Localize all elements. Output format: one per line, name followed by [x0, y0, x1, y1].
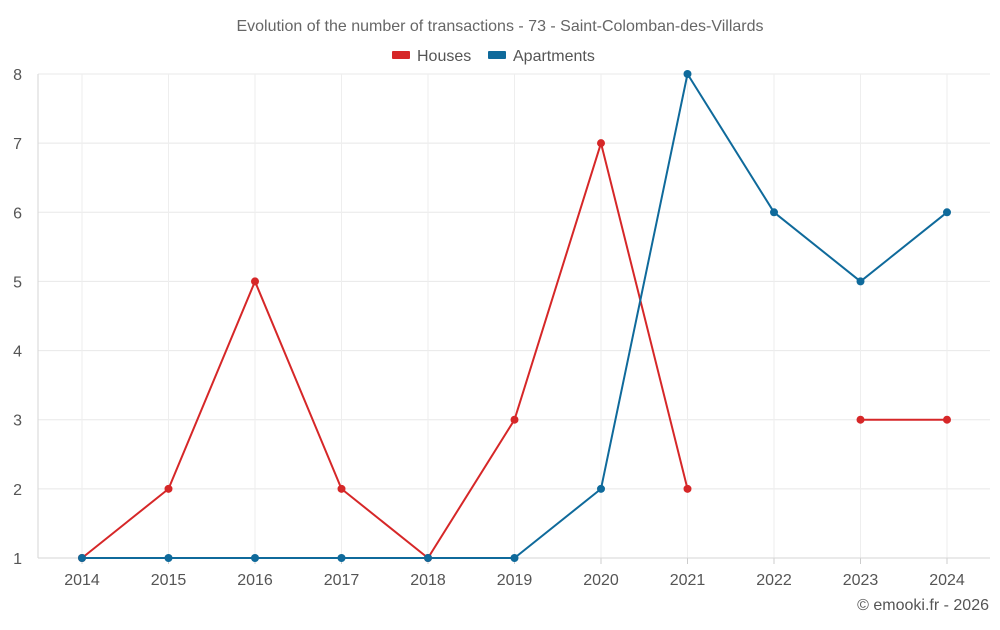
y-tick-label: 1 [13, 551, 22, 568]
legend-swatch-apartments [488, 51, 506, 59]
data-point-houses[interactable] [251, 277, 259, 286]
x-tick-label: 2017 [324, 572, 360, 589]
y-tick-label: 5 [13, 274, 22, 291]
legend: Houses Apartments [392, 48, 595, 65]
series-points [78, 70, 951, 562]
x-axis-ticks: 2014 2015 2016 2017 2018 2019 2020 2021 2022 2023… [64, 572, 965, 589]
data-point-apartments[interactable] [856, 277, 865, 286]
x-tick-label: 2016 [237, 572, 273, 589]
legend-label-apartments[interactable]: Apartments [513, 48, 595, 65]
x-tick-label: 2021 [670, 572, 706, 589]
data-point-apartments[interactable] [164, 554, 173, 562]
data-point-apartments[interactable] [251, 554, 259, 562]
data-point-houses[interactable] [683, 484, 692, 493]
y-tick-label: 7 [13, 136, 22, 153]
x-tick-label: 2024 [929, 572, 965, 589]
data-point-apartments[interactable] [510, 554, 519, 562]
x-tick-label: 2020 [583, 572, 619, 589]
chart-title: Evolution of the number of transactions … [236, 18, 763, 35]
data-point-houses[interactable] [337, 484, 346, 493]
data-point-houses[interactable] [510, 415, 519, 424]
data-point-apartments[interactable] [337, 554, 346, 562]
y-tick-label: 3 [13, 413, 22, 430]
data-point-apartments[interactable] [770, 208, 778, 217]
legend-swatch-houses [392, 51, 410, 59]
x-tick-label: 2014 [64, 572, 100, 589]
x-tick-label: 2023 [843, 572, 879, 589]
footer-copyright: © emooki.fr - 2026 [857, 597, 989, 614]
x-tick-label: 2015 [151, 572, 187, 589]
x-tick-label: 2019 [497, 572, 533, 589]
y-tick-label: 2 [13, 482, 22, 499]
y-tick-label: 6 [13, 205, 22, 222]
grid-lines [38, 73, 990, 558]
y-tick-label: 4 [13, 344, 22, 361]
data-point-houses[interactable] [597, 139, 605, 148]
x-tick-label: 2018 [410, 572, 446, 589]
x-tick-label: 2022 [756, 572, 792, 589]
data-point-houses[interactable] [856, 415, 865, 424]
data-point-apartments[interactable] [78, 554, 86, 562]
legend-label-houses[interactable]: Houses [417, 48, 471, 65]
data-point-apartments[interactable] [943, 208, 951, 217]
y-tick-label: 8 [13, 67, 22, 84]
data-point-houses[interactable] [943, 415, 951, 424]
series-line-houses [81, 142, 689, 559]
data-point-houses[interactable] [164, 484, 173, 493]
data-point-apartments[interactable] [683, 70, 692, 78]
data-point-apartments[interactable] [424, 554, 432, 562]
data-point-apartments[interactable] [597, 484, 605, 493]
y-axis-ticks: 1 2 3 4 5 6 7 8 [13, 67, 22, 568]
